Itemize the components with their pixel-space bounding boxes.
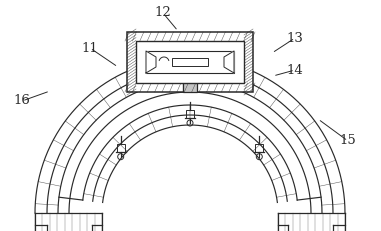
Text: 11: 11 xyxy=(82,42,98,55)
Bar xyxy=(255,144,263,152)
Bar xyxy=(183,81,197,92)
Text: 12: 12 xyxy=(155,6,171,19)
Text: 16: 16 xyxy=(14,94,30,107)
Text: 15: 15 xyxy=(339,134,356,148)
Polygon shape xyxy=(146,51,156,73)
Text: 14: 14 xyxy=(287,64,303,76)
Text: 13: 13 xyxy=(287,31,303,45)
Polygon shape xyxy=(224,51,234,73)
Bar xyxy=(146,51,234,73)
Bar xyxy=(186,110,194,118)
Bar xyxy=(172,58,208,66)
Bar xyxy=(136,41,244,83)
Bar xyxy=(127,32,253,92)
Bar xyxy=(117,144,125,152)
